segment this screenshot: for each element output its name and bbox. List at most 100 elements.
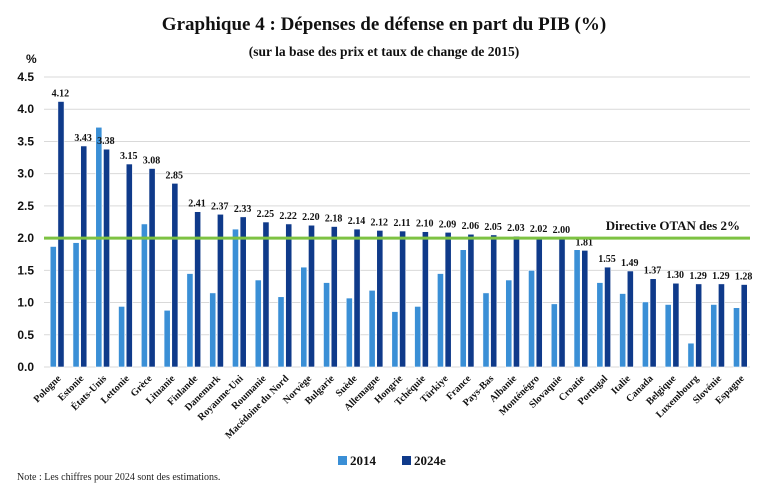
data-label-2024e: 2.12 bbox=[370, 217, 388, 228]
bar-2024e bbox=[194, 211, 202, 368]
bar-2014 bbox=[49, 246, 57, 368]
bar-2024e bbox=[80, 145, 88, 368]
data-label-2024e: 2.09 bbox=[439, 219, 457, 230]
data-label-2024e: 2.33 bbox=[234, 204, 252, 215]
bar-2014 bbox=[528, 270, 535, 368]
bar-2014 bbox=[95, 126, 103, 368]
data-label-2024e: 1.55 bbox=[598, 254, 616, 265]
bar-2014 bbox=[186, 273, 194, 368]
bar-2024e bbox=[626, 270, 634, 368]
y-tick-label: 3.0 bbox=[17, 167, 34, 181]
data-label-2024e: 1.37 bbox=[644, 266, 662, 277]
data-label-2024e: 1.29 bbox=[712, 271, 730, 282]
bar-2024e bbox=[239, 216, 247, 368]
legend-swatch-2014 bbox=[338, 456, 347, 465]
bar-2014 bbox=[277, 296, 285, 368]
legend-swatch-2024e bbox=[402, 456, 411, 465]
chart-subtitle: (sur la base des prix et taux de change … bbox=[248, 44, 520, 59]
y-tick-label: 1.5 bbox=[17, 263, 34, 277]
bar-2014 bbox=[232, 228, 239, 368]
bar-2014 bbox=[550, 303, 558, 368]
bar-2024e bbox=[718, 283, 725, 368]
y-tick-label: 1.0 bbox=[17, 296, 34, 310]
data-label-2024e: 1.49 bbox=[621, 258, 639, 269]
bar-2024e bbox=[649, 278, 657, 368]
bar-2024e bbox=[421, 231, 429, 368]
data-label-2024e: 1.28 bbox=[735, 272, 753, 283]
bar-2014 bbox=[300, 266, 308, 368]
data-label-2024e: 3.38 bbox=[97, 136, 115, 147]
y-axis-label: % bbox=[26, 52, 37, 66]
bar-2024e bbox=[740, 284, 748, 368]
bar-2024e bbox=[467, 233, 475, 368]
bar-2014 bbox=[345, 297, 353, 368]
bar-2014 bbox=[323, 282, 330, 368]
bar-2024e bbox=[672, 282, 680, 368]
bar-2024e bbox=[57, 101, 65, 368]
bar-2024e bbox=[513, 235, 520, 368]
data-label-2024e: 2.11 bbox=[394, 218, 411, 229]
bar-2014 bbox=[573, 249, 581, 368]
data-label-2024e: 3.08 bbox=[143, 156, 161, 167]
bar-2014 bbox=[482, 292, 490, 368]
bar-2014 bbox=[505, 279, 513, 368]
bar-2014 bbox=[72, 242, 80, 368]
bar-2024e bbox=[604, 266, 611, 368]
bar-2014 bbox=[437, 273, 444, 368]
bar-2014 bbox=[368, 290, 376, 368]
reference-line-label: Directive OTAN des 2% bbox=[606, 218, 740, 233]
data-label-2024e: 1.29 bbox=[689, 271, 707, 282]
bar-2014 bbox=[254, 279, 262, 368]
bar-2014 bbox=[710, 304, 718, 368]
data-label-2024e: 2.85 bbox=[166, 170, 184, 181]
y-tick-label: 4.0 bbox=[17, 102, 34, 116]
data-label-2024e: 2.10 bbox=[416, 219, 434, 230]
bar-2014 bbox=[596, 282, 604, 368]
y-tick-label: 2.5 bbox=[17, 199, 34, 213]
bar-2024e bbox=[148, 168, 156, 368]
bar-2014 bbox=[687, 342, 695, 368]
bar-2024e bbox=[558, 237, 566, 368]
bar-2014 bbox=[733, 307, 740, 368]
y-tick-label: 2.0 bbox=[17, 231, 34, 245]
bar-2024e bbox=[353, 228, 361, 368]
data-label-2024e: 1.81 bbox=[575, 237, 593, 248]
data-label-2024e: 2.02 bbox=[530, 224, 548, 235]
data-label-2024e: 2.20 bbox=[302, 212, 320, 223]
bar-2024e bbox=[490, 234, 498, 368]
y-tick-label: 4.5 bbox=[17, 70, 34, 84]
bar-2024e bbox=[262, 221, 270, 368]
bar-2014 bbox=[642, 301, 649, 368]
bar-2024e bbox=[535, 236, 543, 368]
y-tick-label: 3.5 bbox=[17, 134, 34, 148]
bar-2014 bbox=[664, 304, 672, 368]
bar-2014 bbox=[391, 311, 399, 368]
bar-2024e bbox=[125, 163, 133, 368]
bar-2024e bbox=[695, 283, 703, 368]
bar-2024e bbox=[103, 148, 110, 368]
bar-2024e bbox=[217, 213, 224, 368]
data-label-2024e: 2.41 bbox=[188, 199, 206, 210]
data-label-2024e: 2.37 bbox=[211, 201, 229, 212]
bar-2024e bbox=[308, 224, 315, 368]
data-label-2024e: 1.30 bbox=[667, 270, 685, 281]
y-tick-label: 0.0 bbox=[17, 360, 34, 374]
data-label-2024e: 2.06 bbox=[462, 221, 480, 232]
bar-2014 bbox=[140, 223, 148, 368]
bar-2014 bbox=[163, 309, 171, 368]
bar-2014 bbox=[619, 293, 627, 368]
data-label-2024e: 2.05 bbox=[484, 222, 502, 233]
data-label-2024e: 2.22 bbox=[279, 211, 297, 222]
footnote: Note : Les chiffres pour 2024 sont des e… bbox=[17, 472, 221, 483]
legend-label-2014: 2014 bbox=[350, 453, 377, 468]
data-label-2024e: 2.03 bbox=[507, 223, 525, 234]
bar-2024e bbox=[444, 232, 452, 368]
bar-2014 bbox=[209, 292, 217, 368]
y-tick-label: 0.5 bbox=[17, 328, 34, 342]
chart-title: Graphique 4 : Dépenses de défense en par… bbox=[161, 14, 607, 35]
bar-2024e bbox=[376, 230, 384, 368]
data-label-2024e: 2.25 bbox=[257, 209, 275, 220]
bar-2014 bbox=[414, 306, 422, 368]
legend-label-2024e: 2024e bbox=[414, 453, 446, 468]
x-tick-label: Pologne bbox=[32, 373, 64, 405]
